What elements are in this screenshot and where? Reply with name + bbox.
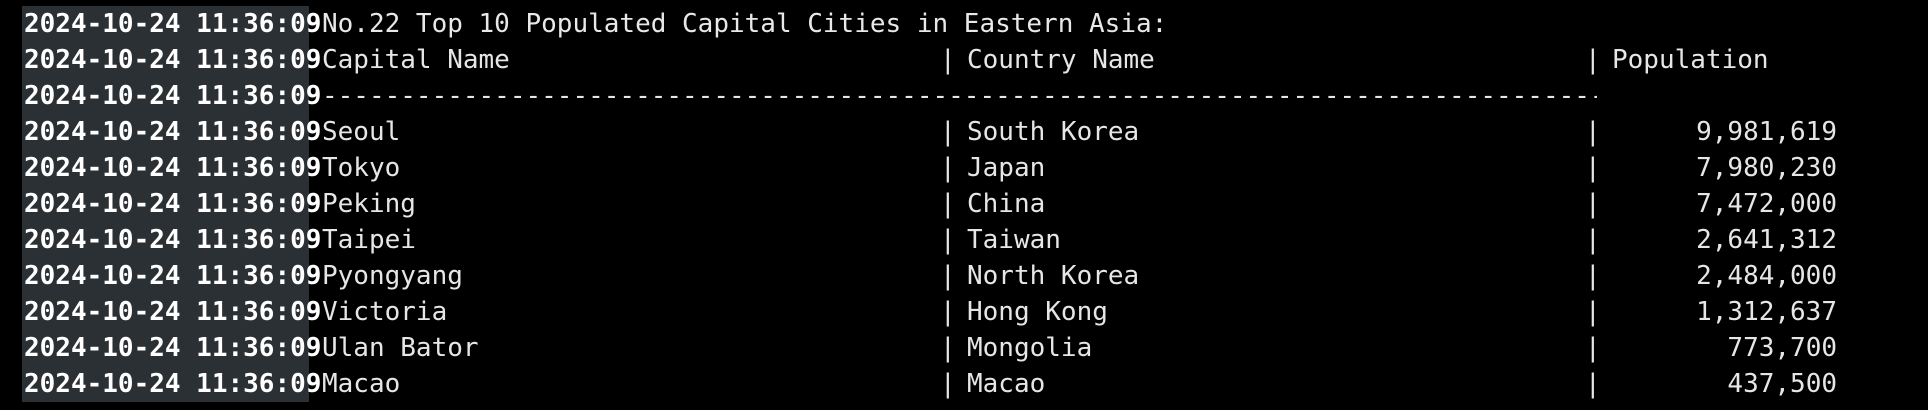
timestamp: 2024-10-24 11:36:09	[22, 78, 321, 114]
population-cell: 437,500	[1727, 369, 1837, 399]
population-cell: 2,641,312	[1696, 225, 1837, 255]
log-line-header: 2024-10-24 11:36:09 Capital Name | Count…	[0, 42, 1769, 78]
capital-name-cell: Seoul	[322, 117, 401, 147]
country-name-cell: Mongolia	[967, 333, 1093, 363]
header-country-name: Country Name	[967, 45, 1155, 75]
column-separator: |	[940, 369, 956, 399]
country-name-cell: Macao	[967, 369, 1046, 399]
column-separator: |	[1585, 45, 1601, 75]
population-cell: 2,484,000	[1696, 261, 1837, 291]
country-name-cell: Hong Kong	[967, 297, 1108, 327]
population-cell: 9,981,619	[1696, 117, 1837, 147]
population-cell: 7,472,000	[1696, 189, 1837, 219]
column-separator: |	[940, 153, 956, 183]
table-title: No.22 Top 10 Populated Capital Cities in…	[322, 9, 1168, 39]
country-name-cell: Taiwan	[967, 225, 1061, 255]
column-separator: |	[1585, 189, 1601, 219]
timestamp: 2024-10-24 11:36:09	[22, 258, 321, 294]
timestamp: 2024-10-24 11:36:09	[22, 222, 321, 258]
capital-name-cell: Taipei	[322, 225, 416, 255]
header-population: Population	[1612, 45, 1769, 75]
country-name-cell: North Korea	[967, 261, 1140, 291]
column-separator: |	[940, 189, 956, 219]
timestamp: 2024-10-24 11:36:09	[22, 114, 321, 150]
capital-name-cell: Macao	[322, 369, 401, 399]
population-cell: 1,312,637	[1696, 297, 1837, 327]
country-name-cell: South Korea	[967, 117, 1140, 147]
column-separator: |	[1585, 225, 1601, 255]
column-separator: |	[1585, 153, 1601, 183]
column-separator: |	[940, 333, 956, 363]
timestamp: 2024-10-24 11:36:09	[22, 6, 321, 42]
table-divider: ----------------------------------------…	[322, 81, 1597, 111]
capital-name-cell: Tokyo	[322, 153, 401, 183]
column-separator: |	[940, 297, 956, 327]
population-cell: 773,700	[1727, 333, 1837, 363]
capital-name-cell: Ulan Bator	[322, 333, 479, 363]
country-name-cell: Japan	[967, 153, 1046, 183]
capital-name-cell: Pyongyang	[322, 261, 463, 291]
column-separator: |	[940, 225, 956, 255]
population-cell: 7,980,230	[1696, 153, 1837, 183]
timestamp: 2024-10-24 11:36:09	[22, 330, 321, 366]
log-line-title: 2024-10-24 11:36:09 No.22 Top 10 Populat…	[0, 6, 1167, 42]
column-separator: |	[1585, 117, 1601, 147]
timestamp: 2024-10-24 11:36:09	[22, 42, 321, 78]
column-separator: |	[1585, 369, 1601, 399]
column-separator: |	[1585, 333, 1601, 363]
timestamp: 2024-10-24 11:36:09	[22, 150, 321, 186]
timestamp: 2024-10-24 11:36:09	[22, 366, 321, 402]
column-separator: |	[1585, 297, 1601, 327]
timestamp: 2024-10-24 11:36:09	[22, 294, 321, 330]
column-separator: |	[940, 261, 956, 291]
timestamp: 2024-10-24 11:36:09	[22, 186, 321, 222]
capital-name-cell: Peking	[322, 189, 416, 219]
header-capital-name: Capital Name	[322, 45, 510, 75]
column-separator: |	[1585, 261, 1601, 291]
column-separator: |	[940, 45, 956, 75]
country-name-cell: China	[967, 189, 1046, 219]
column-separator: |	[940, 117, 956, 147]
capital-name-cell: Victoria	[322, 297, 448, 327]
log-line-divider: 2024-10-24 11:36:09 --------------------…	[0, 78, 1597, 114]
